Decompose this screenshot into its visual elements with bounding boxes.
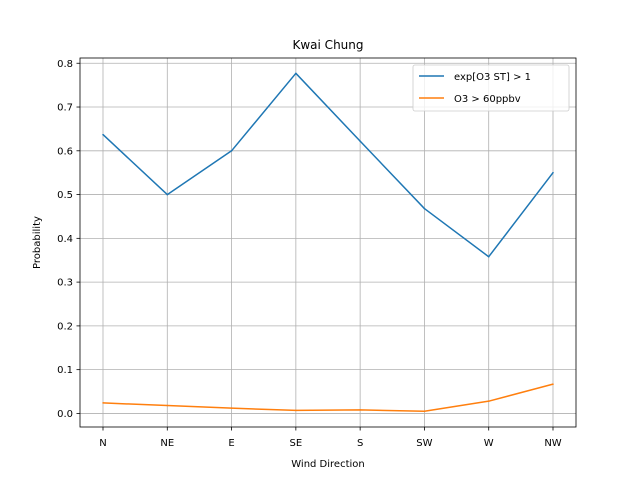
x-axis-ticks: N NE E SE S SW W NW xyxy=(99,427,562,449)
data-point-series-2 xyxy=(102,402,104,404)
x-tick-label: S xyxy=(357,438,363,449)
data-point-series-1 xyxy=(359,140,361,142)
data-point-series-1 xyxy=(166,193,169,196)
y-tick-label: 0.7 xyxy=(57,103,73,114)
series-lines xyxy=(102,72,554,412)
x-tick-label: NW xyxy=(544,438,561,449)
y-axis-ticks: 0.0 0.1 0.2 0.3 0.4 0.5 0.6 0.7 0.8 xyxy=(57,59,80,420)
x-axis-label: Wind Direction xyxy=(291,459,365,470)
y-tick-label: 0.0 xyxy=(57,409,73,420)
y-tick-label: 0.6 xyxy=(57,146,73,157)
data-point-series-2 xyxy=(166,404,169,407)
legend-box xyxy=(412,64,570,112)
data-point-series-1 xyxy=(102,133,104,136)
x-tick-label: SE xyxy=(290,438,303,449)
x-tick-label: NE xyxy=(160,438,174,449)
legend-label-series-2: O3 > 60ppbv xyxy=(454,94,521,105)
data-point-series-2 xyxy=(487,400,490,402)
data-point-series-1 xyxy=(230,150,233,152)
data-point-series-1 xyxy=(295,72,297,75)
x-tick-label: E xyxy=(228,438,234,449)
y-tick-label: 0.1 xyxy=(57,365,73,376)
y-tick-label: 0.4 xyxy=(57,234,73,245)
data-point-series-2 xyxy=(552,383,554,385)
y-tick-label: 0.5 xyxy=(57,190,73,201)
data-point-series-1 xyxy=(552,171,554,174)
data-point-series-2 xyxy=(359,409,361,411)
legend: exp[O3 ST] > 1 O3 > 60ppbv xyxy=(412,64,570,112)
legend-label-series-1: exp[O3 ST] > 1 xyxy=(454,72,531,83)
y-tick-label: 0.8 xyxy=(57,59,73,70)
x-tick-label: N xyxy=(99,438,106,449)
series-line-2 xyxy=(102,383,554,412)
series-line-1 xyxy=(102,72,554,258)
y-tick-label: 0.3 xyxy=(57,278,73,289)
data-point-series-2 xyxy=(230,407,233,409)
x-tick-label: SW xyxy=(416,438,432,449)
plot-frame xyxy=(79,57,577,428)
y-tick-label: 0.2 xyxy=(57,321,73,332)
data-point-series-2 xyxy=(423,410,426,412)
chart-title: Kwai Chung xyxy=(293,38,364,52)
data-point-series-2 xyxy=(295,409,297,412)
data-point-series-1 xyxy=(423,207,426,210)
data-point-series-1 xyxy=(487,255,490,258)
y-axis-label: Probability xyxy=(32,216,43,269)
x-tick-label: W xyxy=(484,438,494,449)
grid xyxy=(80,58,576,427)
